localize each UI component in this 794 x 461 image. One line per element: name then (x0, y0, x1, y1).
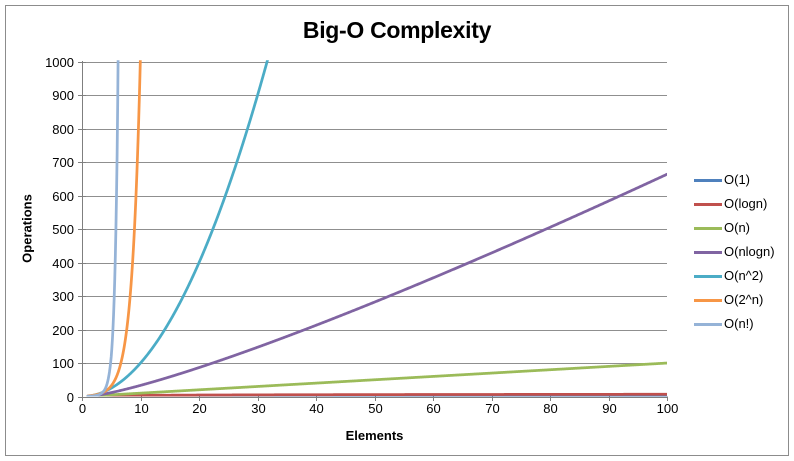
legend-label: O(2^n) (724, 292, 764, 307)
legend-item-onlogn: O(nlogn) (694, 244, 775, 260)
legend-swatch (694, 274, 722, 278)
legend-swatch (694, 178, 722, 182)
legend-label: O(n!) (724, 316, 754, 331)
y-tick-label: 700 (52, 155, 74, 170)
series-line-on2 (86, 60, 269, 397)
y-tick-label: 800 (52, 122, 74, 137)
y-tick-label: 0 (67, 390, 74, 405)
legend-swatch (694, 226, 722, 230)
y-tick-label: 100 (52, 356, 74, 371)
y-tick-label: 300 (52, 289, 74, 304)
legend-swatch (694, 322, 722, 326)
y-tick-label: 1000 (45, 55, 74, 70)
legend-swatch (694, 202, 722, 206)
y-tick-label: 500 (52, 222, 74, 237)
x-tick-label: 100 (657, 401, 679, 416)
legend-item-o1: O(1) (694, 172, 775, 188)
chart-title: Big-O Complexity (302, 17, 492, 43)
x-tick-label: 70 (485, 401, 499, 416)
series-line-ologn (86, 392, 667, 397)
legend-label: O(logn) (724, 196, 768, 211)
y-tick-label: 400 (52, 256, 74, 271)
x-tick-label: 50 (368, 401, 382, 416)
legend-item-on: O(n) (694, 220, 775, 236)
series-line-on (86, 361, 667, 397)
x-tick-label: 60 (426, 401, 440, 416)
legend-item-on: O(n!) (694, 316, 775, 332)
y-tick-label: 900 (52, 88, 74, 103)
x-tick-label: 80 (543, 401, 557, 416)
legend-swatch (694, 298, 722, 302)
series-line-onlogn (86, 172, 667, 397)
series-line-on (86, 60, 120, 397)
x-axis-title: Elements (345, 428, 404, 443)
x-tick-label: 30 (251, 401, 265, 416)
legend-item-o2n: O(2^n) (694, 292, 775, 308)
legend-label: O(n) (724, 220, 750, 235)
legend-label: O(1) (724, 172, 750, 187)
legend-swatch (694, 250, 722, 254)
x-tick-label: 40 (309, 401, 323, 416)
x-tick-label: 90 (602, 401, 616, 416)
legend-label: O(nlogn) (724, 244, 775, 259)
legend: O(1) O(logn) O(n) O(nlogn) O(n^2) O(2^n) O(n!) (694, 172, 775, 340)
x-tick-label: 0 (79, 401, 86, 416)
legend-label: O(n^2) (724, 268, 764, 283)
legend-item-ologn: O(logn) (694, 196, 775, 212)
x-tick-label: 20 (192, 401, 206, 416)
y-tick-label: 200 (52, 323, 74, 338)
y-tick-label: 600 (52, 189, 74, 204)
x-tick-label: 10 (134, 401, 148, 416)
legend-item-on2: O(n^2) (694, 268, 775, 284)
